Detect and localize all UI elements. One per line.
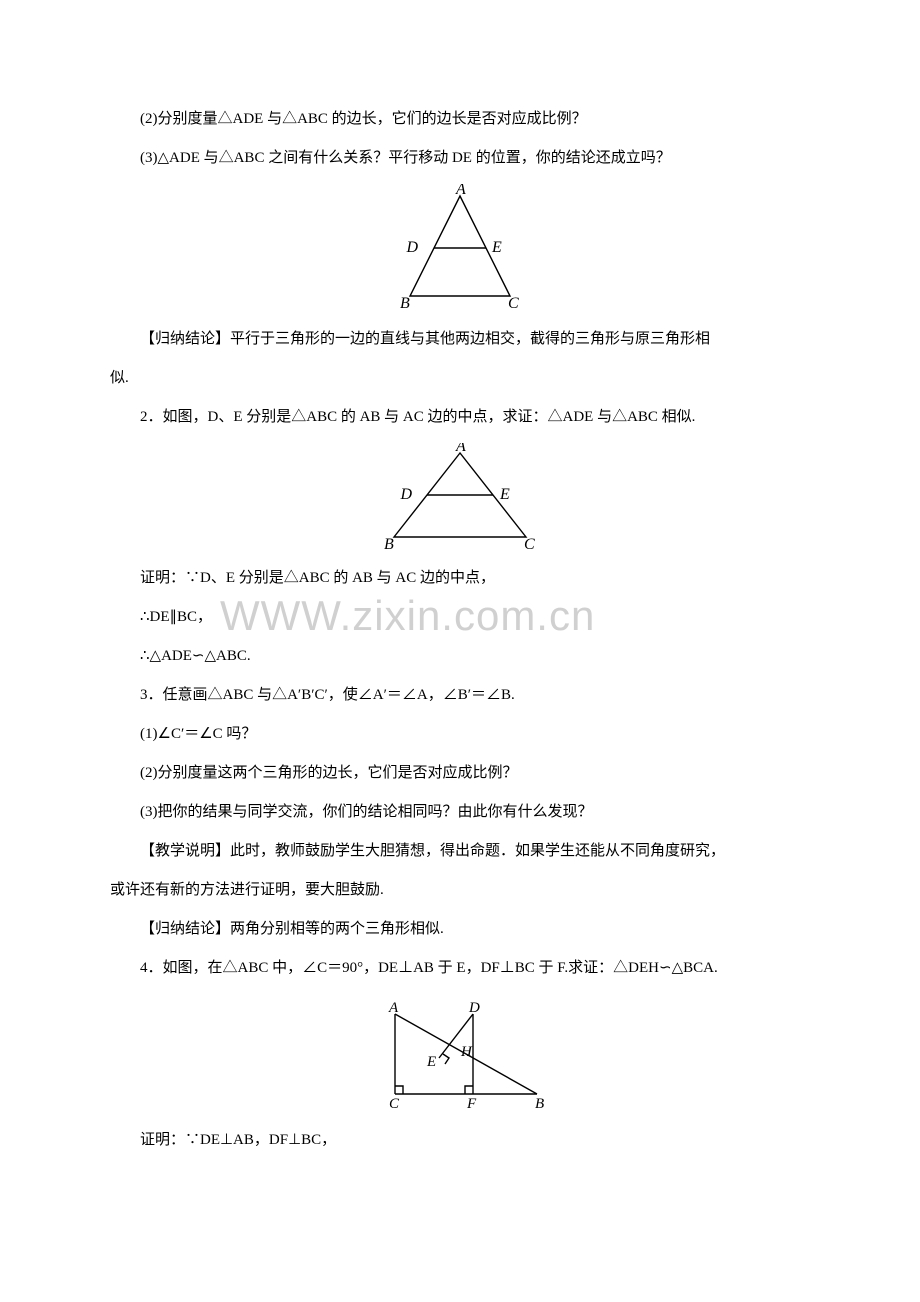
paragraph: 似.	[110, 359, 810, 398]
label-A: A	[455, 184, 466, 198]
label-C: C	[524, 536, 535, 553]
paragraph: 证明：∵DE⊥AB，DF⊥BC，	[110, 1121, 810, 1160]
label-F: F	[466, 1096, 477, 1112]
label-D: D	[468, 1000, 480, 1016]
paragraph: 2．如图，D、E 分别是△ABC 的 AB 与 AC 边的中点，求证：△ADE …	[110, 398, 810, 437]
label-C: C	[389, 1096, 400, 1112]
triangle-svg-3b: A D E H C F B	[365, 1000, 555, 1115]
paragraph: ∴DE∥BC，	[110, 598, 810, 637]
paragraph: 【归纳结论】平行于三角形的一边的直线与其他两边相交，截得的三角形与原三角形相	[110, 320, 810, 359]
label-D: D	[399, 486, 412, 503]
label-H: H	[460, 1044, 473, 1060]
paragraph: (3)△ADE 与△ABC 之间有什么关系？平行移动 DE 的位置，你的结论还成…	[110, 139, 810, 178]
label-E: E	[499, 486, 510, 503]
watermark-row: WWW.zixin.com.cn ∴DE∥BC，	[110, 598, 810, 637]
paragraph: (1)∠C′＝∠C 吗？	[110, 715, 810, 754]
label-A: A	[455, 443, 466, 455]
triangle-svg-2: A D E B C	[370, 443, 550, 553]
paragraph: 或许还有新的方法进行证明，要大胆鼓励.	[110, 871, 810, 910]
label-B: B	[384, 536, 394, 553]
paragraph: 证明：∵D、E 分别是△ABC 的 AB 与 AC 边的中点，	[110, 559, 810, 598]
label-B: B	[535, 1096, 544, 1112]
paragraph: 【教学说明】此时，教师鼓励学生大胆猜想，得出命题．如果学生还能从不同角度研究，	[110, 832, 810, 871]
paragraph: 4．如图，在△ABC 中，∠C＝90°，DE⊥AB 于 E，DF⊥BC 于 F.…	[110, 949, 810, 988]
paragraph: (2)分别度量△ADE 与△ABC 的边长，它们的边长是否对应成比例？	[110, 100, 810, 139]
figure-triangle-1: A D E B C	[110, 184, 810, 314]
label-C: C	[508, 295, 519, 312]
figure-triangle-2: A D E B C	[110, 443, 810, 553]
triangle-svg-1: A D E B C	[380, 184, 540, 314]
figure-triangle-3b: A D E H C F B	[110, 1000, 810, 1115]
document-page: (2)分别度量△ADE 与△ABC 的边长，它们的边长是否对应成比例？ (3)△…	[0, 0, 920, 1220]
paragraph: (3)把你的结果与同学交流，你们的结论相同吗？由此你有什么发现？	[110, 793, 810, 832]
paragraph: 3．任意画△ABC 与△A′B′C′，使∠A′＝∠A，∠B′＝∠B.	[110, 676, 810, 715]
label-B: B	[400, 295, 410, 312]
paragraph: (2)分别度量这两个三角形的边长，它们是否对应成比例？	[110, 754, 810, 793]
label-A: A	[388, 1000, 399, 1016]
label-E: E	[426, 1054, 436, 1070]
paragraph: 【归纳结论】两角分别相等的两个三角形相似.	[110, 910, 810, 949]
label-E: E	[491, 239, 502, 256]
paragraph: ∴△ADE∽△ABC.	[110, 637, 810, 676]
label-D: D	[405, 239, 418, 256]
